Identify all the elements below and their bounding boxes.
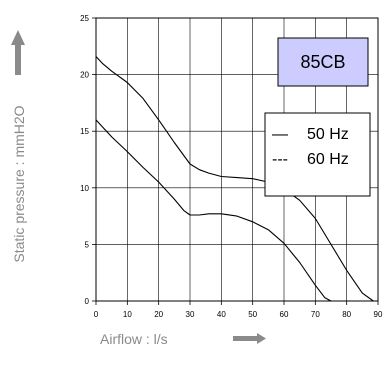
x-tick-label: 60 (280, 310, 289, 319)
x-tick-label: 90 (374, 310, 383, 319)
model-label: 85CB (300, 52, 345, 72)
legend-label-60hz: 60 Hz (307, 151, 349, 168)
plot-frame (95, 17, 379, 302)
y-tick-label: 25 (80, 14, 89, 23)
legend-background (264, 112, 371, 197)
model-label-background (277, 37, 369, 87)
x-tick-label: 50 (248, 310, 257, 319)
series-lines (95, 55, 374, 302)
y-tick-labels: 0 5 10 15 20 25 (80, 14, 96, 306)
y-axis-title: Static pressure : mmH2O (11, 105, 27, 262)
x-tick-label: 10 (123, 310, 132, 319)
legend: — 50 Hz --- 60 Hz (264, 112, 371, 197)
x-axis-title: Airflow : l/s (100, 331, 168, 347)
y-tick-label: 20 (80, 71, 89, 80)
series-line-60hz (95, 119, 332, 302)
legend-marker-50hz: — (272, 126, 288, 143)
x-tick-label: 20 (154, 310, 163, 319)
x-tick-labels: 0 10 20 30 40 50 60 70 80 90 (94, 301, 383, 319)
legend-marker-60hz: --- (272, 151, 288, 168)
legend-label-50hz: 50 Hz (307, 126, 349, 143)
x-tick-label: 40 (217, 310, 226, 319)
y-tick-label: 15 (80, 127, 89, 136)
model-label-box: 85CB (277, 37, 369, 87)
x-tick-label: 70 (311, 310, 320, 319)
y-tick-label: 5 (85, 240, 90, 249)
x-tick-label: 30 (186, 310, 195, 319)
x-axis-arrow-icon (233, 333, 266, 344)
y-tick-label: 10 (80, 184, 89, 193)
x-tick-label: 80 (342, 310, 351, 319)
series-line-50hz (95, 55, 374, 302)
x-tick-label: 0 (94, 310, 99, 319)
y-tick-label: 0 (85, 297, 90, 306)
y-axis-arrow-icon (11, 30, 25, 75)
